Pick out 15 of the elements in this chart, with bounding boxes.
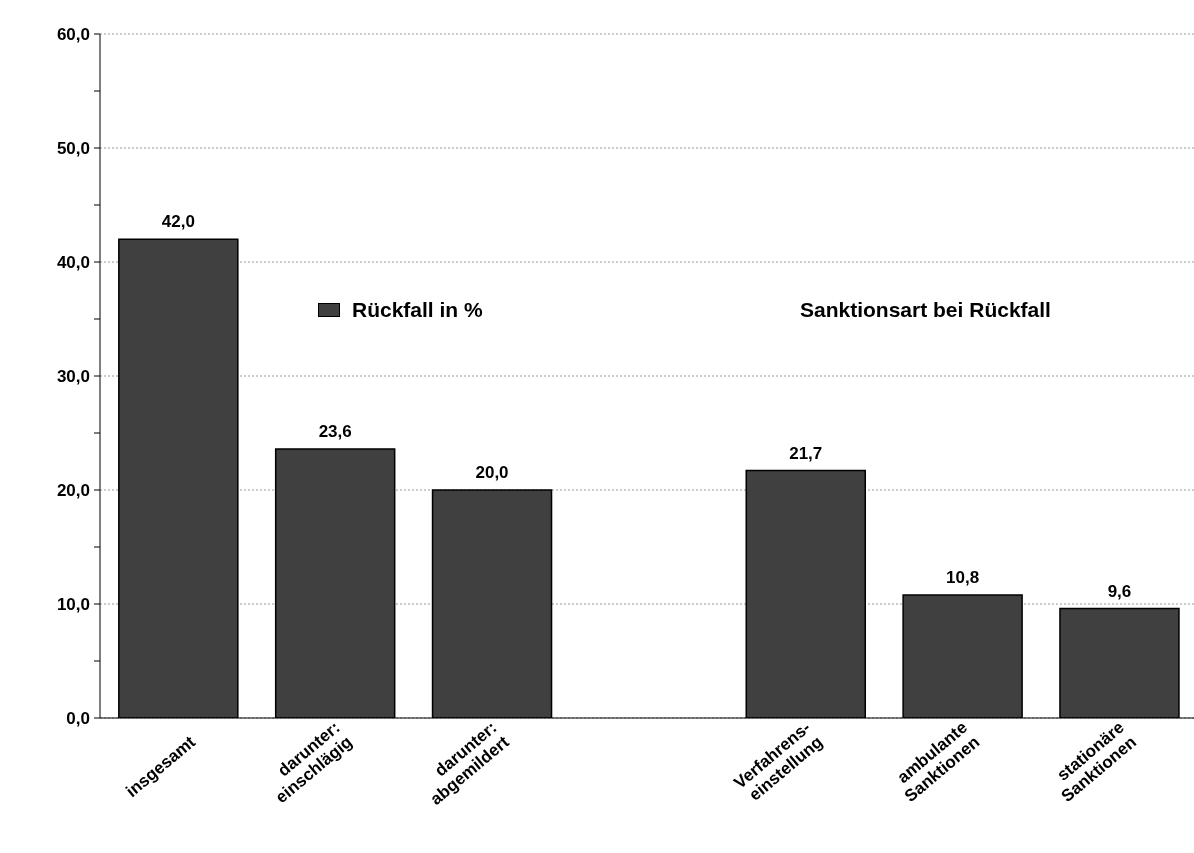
y-tick-label: 10,0 bbox=[56, 595, 90, 614]
y-tick-label: 30,0 bbox=[56, 367, 90, 386]
data-label: 42,0 bbox=[161, 212, 195, 232]
data-label: 9,6 bbox=[1107, 581, 1132, 601]
y-tick-label: 60,0 bbox=[56, 25, 90, 44]
data-label: 21,7 bbox=[789, 443, 823, 463]
y-tick-label: 20,0 bbox=[56, 481, 90, 500]
data-label: 23,6 bbox=[318, 421, 352, 441]
data-label: 10,8 bbox=[946, 567, 980, 587]
legend-label: Rückfall in % bbox=[352, 298, 483, 322]
annotation: Sanktionsart bei Rückfall bbox=[800, 298, 1051, 322]
y-tick-label: 0,0 bbox=[66, 709, 90, 728]
data-label: 20,0 bbox=[475, 463, 509, 482]
y-tick-label: 50,0 bbox=[56, 139, 90, 158]
y-tick-label: 40,0 bbox=[56, 253, 90, 272]
